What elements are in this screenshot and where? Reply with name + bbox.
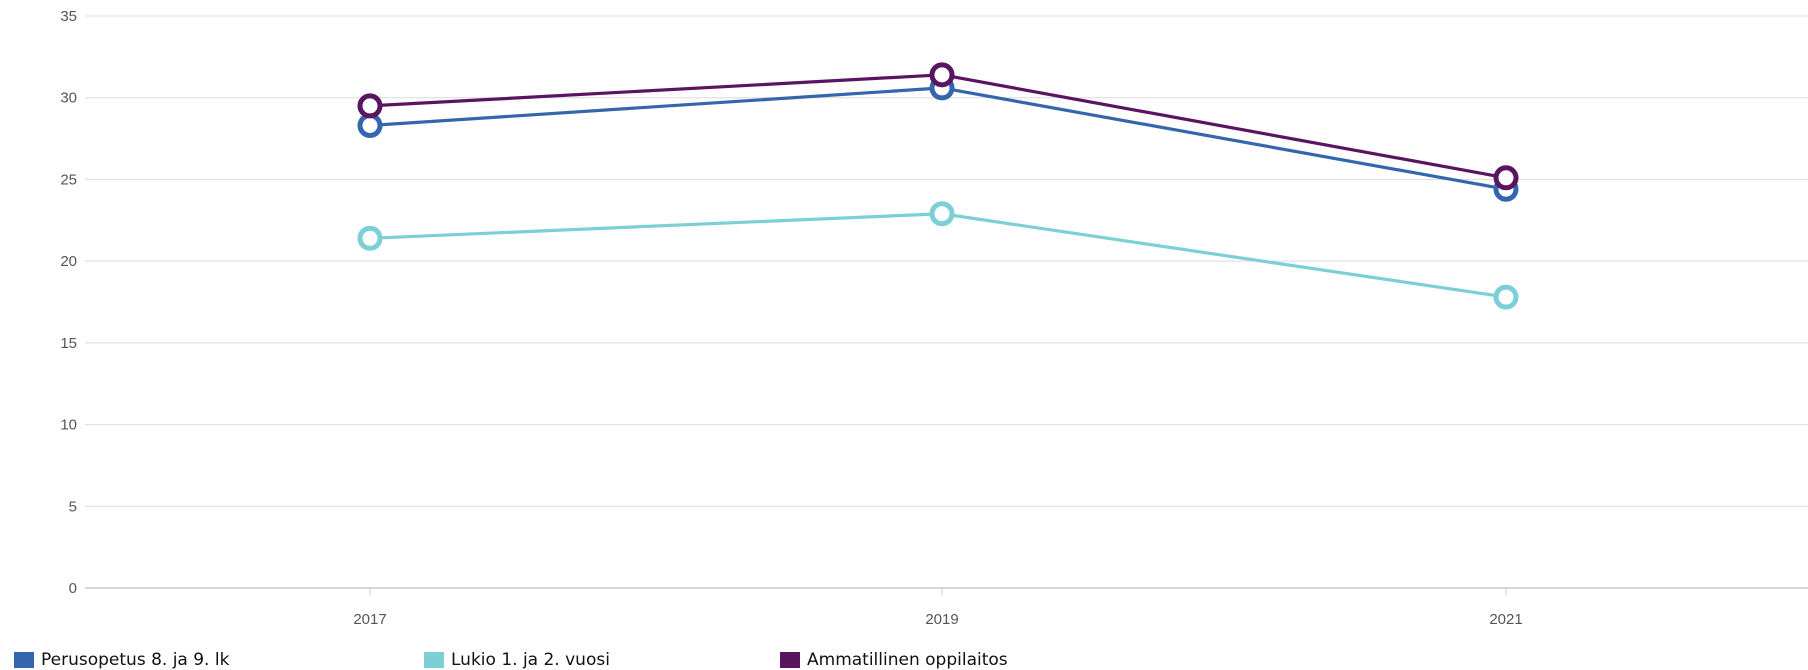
series-2 [357, 62, 1519, 191]
legend-item-lukio[interactable]: Lukio 1. ja 2. vuosi [424, 650, 610, 670]
data-point[interactable] [1493, 165, 1519, 191]
y-tick-label: 20 [60, 253, 77, 270]
y-tick-label: 10 [60, 417, 77, 434]
data-point[interactable] [357, 225, 383, 251]
x-tick-label: 2019 [925, 611, 958, 628]
y-tick-label: 25 [60, 171, 77, 188]
series-1 [357, 201, 1519, 310]
gridlines [85, 15, 1808, 589]
legend-item-perusopetus[interactable]: Perusopetus 8. ja 9. lk [14, 650, 229, 670]
x-axis-tick-labels: 2017 2019 2021 [353, 588, 1523, 628]
series-line [369, 86, 1507, 191]
data-point[interactable] [929, 201, 955, 227]
y-tick-label: 15 [60, 335, 77, 352]
data-point[interactable] [357, 93, 383, 119]
legend-swatch-ammatillinen [780, 652, 800, 668]
line-chart: 0 5 10 15 20 25 30 35 2017 2019 2021 [60, 8, 1808, 628]
y-tick-label: 35 [60, 8, 77, 25]
legend-label-lukio: Lukio 1. ja 2. vuosi [451, 650, 610, 670]
series-lines [357, 62, 1519, 310]
data-point[interactable] [1493, 284, 1519, 310]
y-tick-label: 5 [69, 498, 77, 515]
data-point[interactable] [357, 112, 383, 138]
y-tick-label: 30 [60, 90, 77, 107]
y-tick-label: 0 [69, 580, 77, 597]
legend-label-ammatillinen: Ammatillinen oppilaitos [807, 650, 1008, 670]
y-axis-tick-labels: 0 5 10 15 20 25 30 35 [60, 8, 77, 597]
legend-swatch-lukio [424, 652, 444, 668]
legend-label-perusopetus: Perusopetus 8. ja 9. lk [41, 650, 230, 670]
x-tick-label: 2017 [353, 611, 386, 628]
series-line [369, 212, 1507, 299]
x-tick-label: 2021 [1489, 611, 1522, 628]
legend-swatch-perusopetus [14, 652, 34, 668]
data-point[interactable] [929, 62, 955, 88]
legend-item-ammatillinen[interactable]: Ammatillinen oppilaitos [780, 650, 1008, 670]
